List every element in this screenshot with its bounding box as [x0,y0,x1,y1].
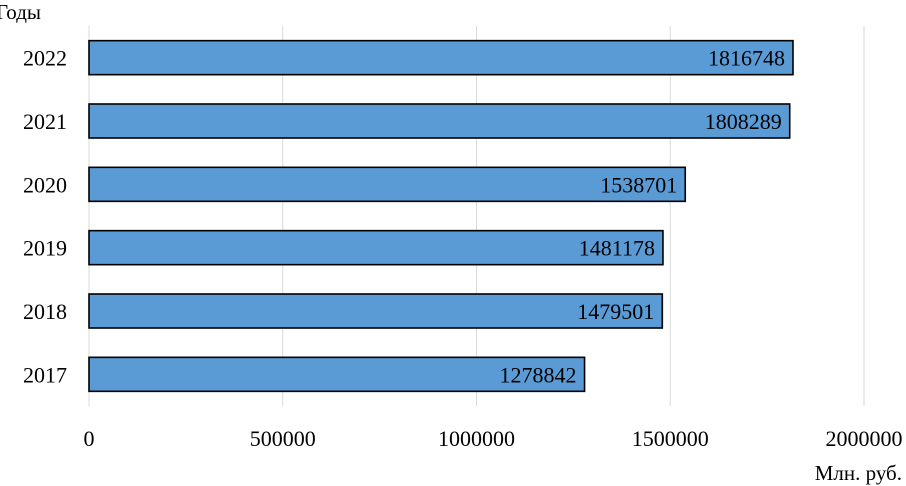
y-axis-title: Годы [0,0,41,24]
bar-2021 [88,103,791,139]
bar-2019 [88,229,664,266]
x-tick-labels: 0 500000 1000000 1500000 2000000 [84,426,903,451]
gridlines [88,26,865,406]
x-tick-label: 2000000 [826,426,903,451]
category-label-2020: 2020 [23,172,67,197]
category-label-2017: 2017 [23,362,67,387]
category-labels: 2022 2021 2020 2019 2018 2017 [23,46,67,388]
data-label-2018: 1479501 [577,299,654,324]
x-axis-title: Млн. руб. [815,461,902,485]
x-tick-label: 1500000 [632,426,709,451]
x-tick-label: 500000 [250,426,316,451]
bars [88,39,794,393]
bar-2017 [88,356,586,393]
bar-2022 [88,39,794,76]
bar-2018 [88,293,664,329]
data-label-2017: 1278842 [500,362,577,387]
category-label-2021: 2021 [23,109,67,134]
x-tick-label: 0 [84,426,95,451]
data-label-2019: 1481178 [579,236,655,261]
data-label-2020: 1538701 [600,172,677,197]
category-label-2018: 2018 [23,299,67,324]
data-labels: 1816748 1808289 1538701 1481178 1479501 12788… [500,46,785,388]
category-label-2019: 2019 [23,236,67,261]
bar-2020 [88,166,687,203]
data-label-2022: 1816748 [708,46,785,71]
x-tick-label: 1000000 [438,426,515,451]
data-label-2021: 1808289 [705,109,782,134]
category-label-2022: 2022 [23,46,67,71]
